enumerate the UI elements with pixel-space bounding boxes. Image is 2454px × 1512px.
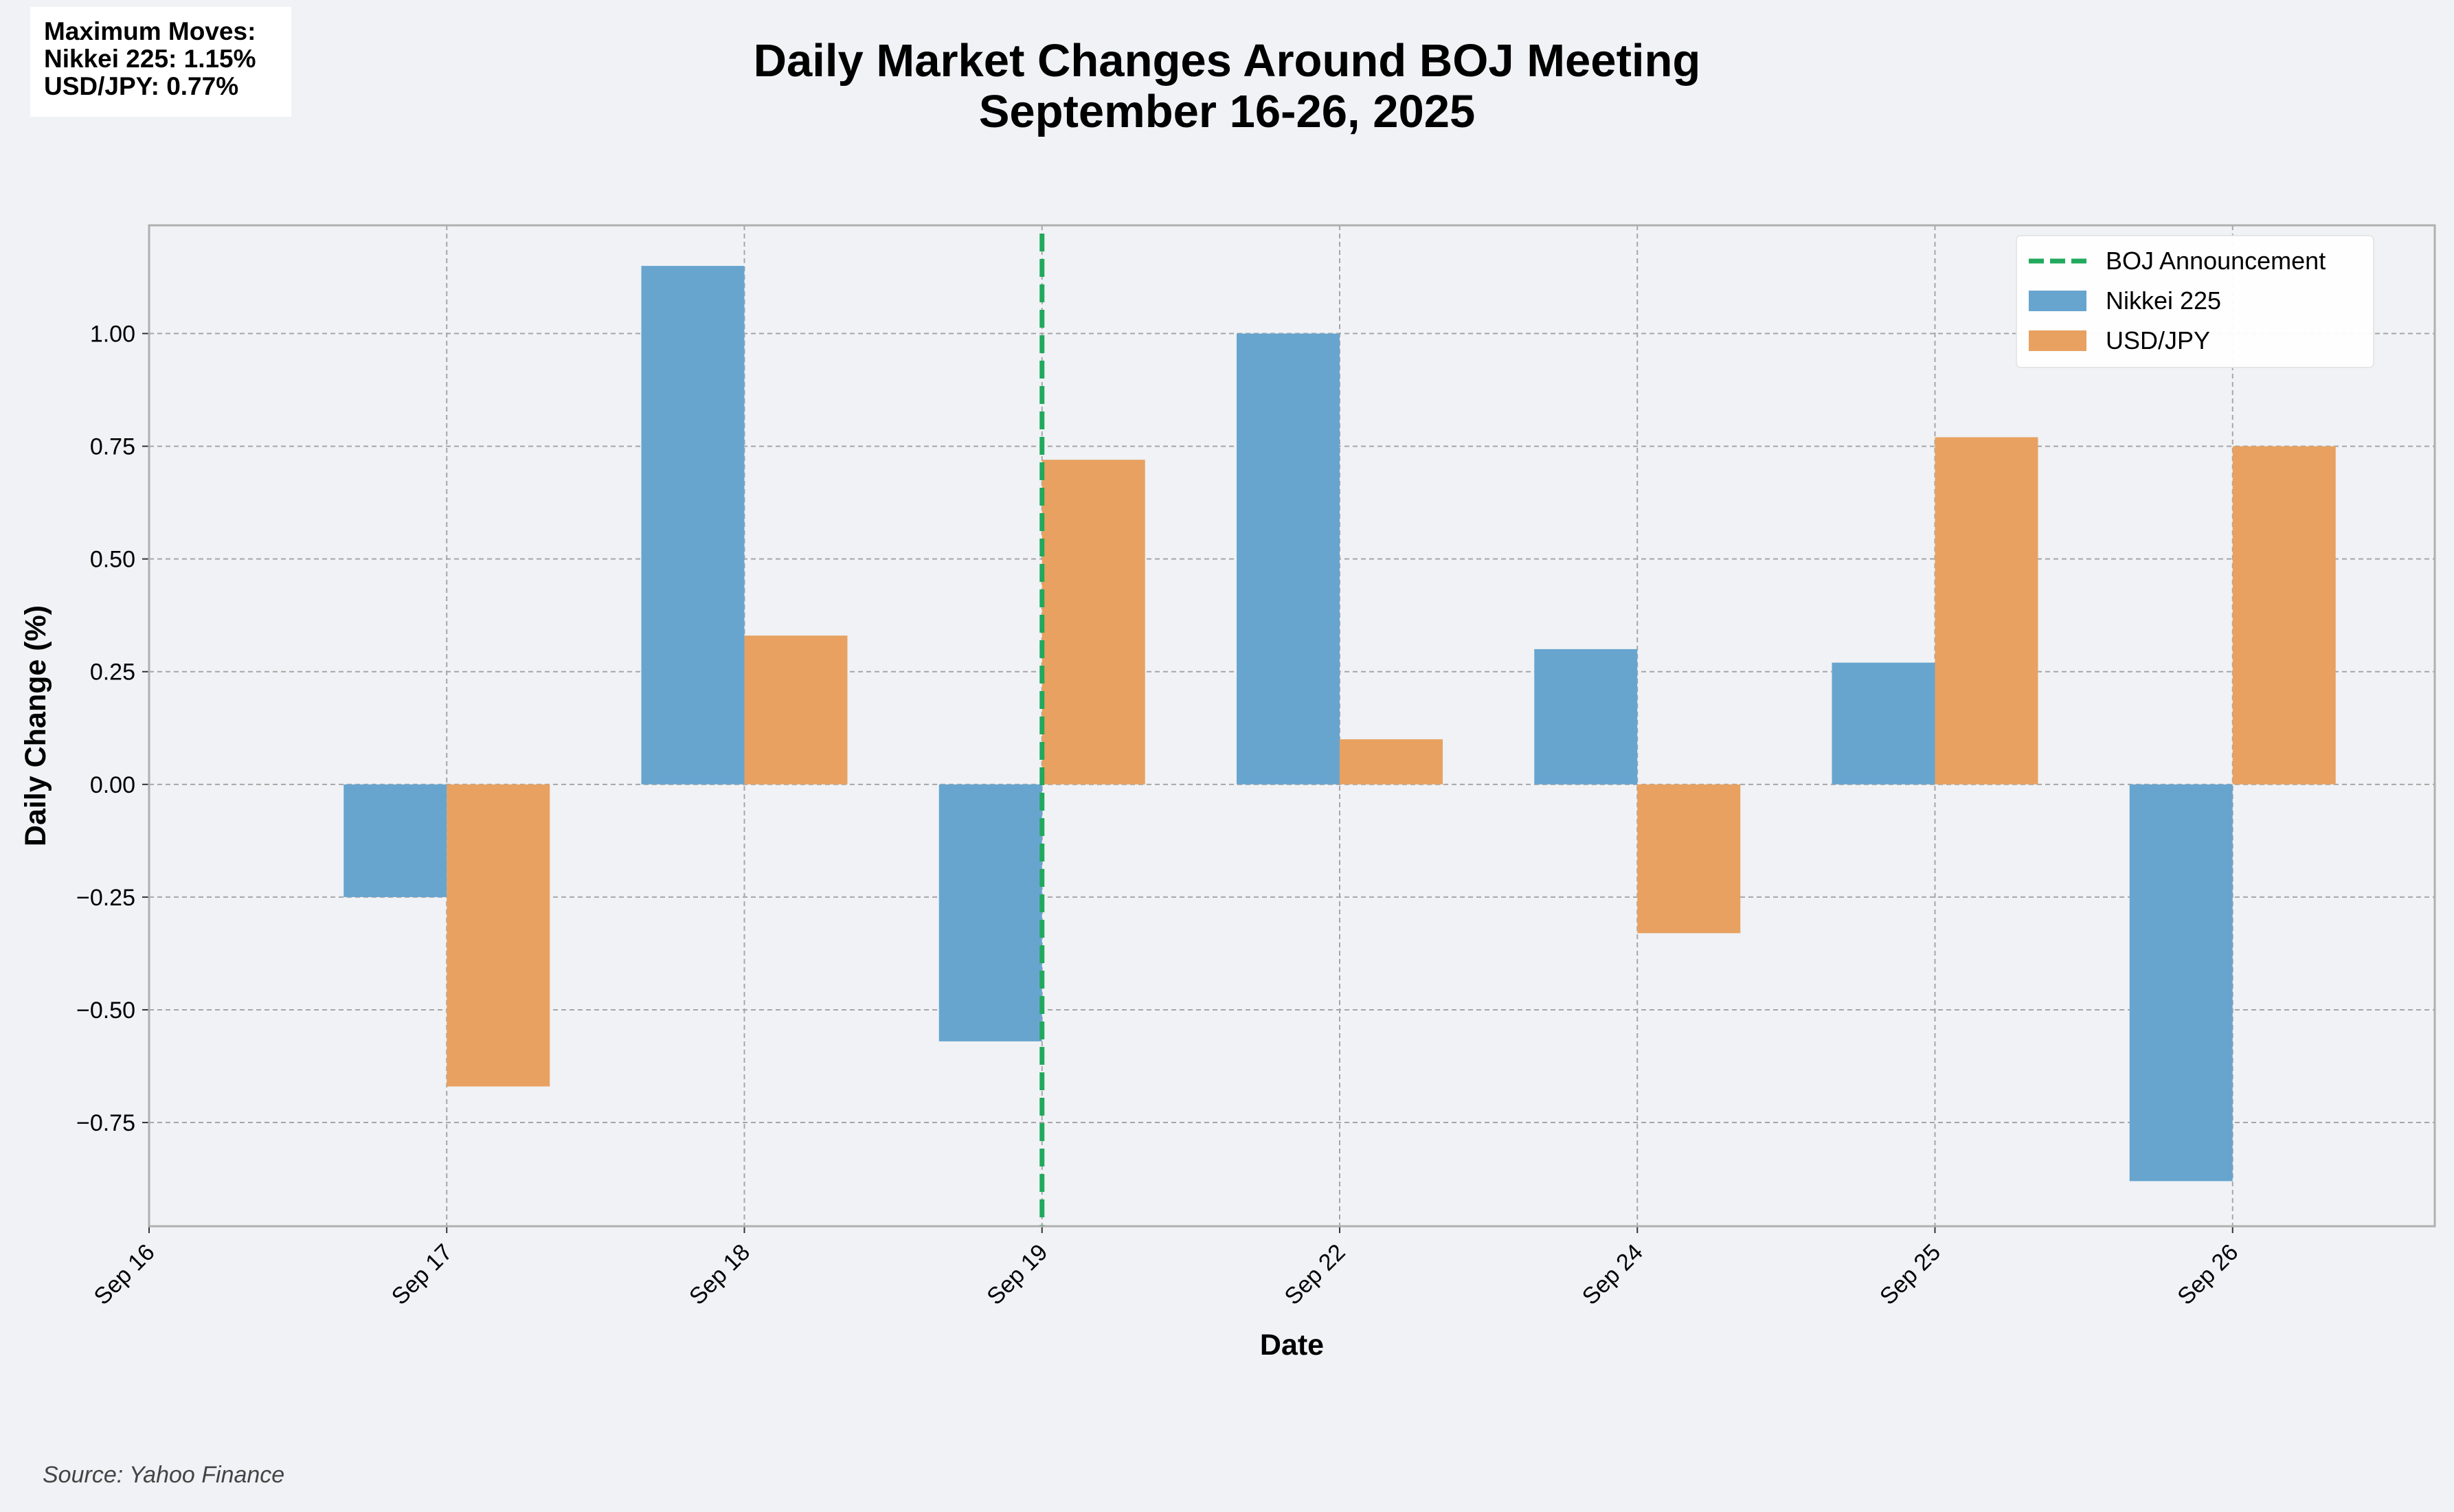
chart-title: Daily Market Changes Around BOJ Meeting [753,35,1701,87]
nikkei-bar [1832,662,1935,785]
x-tick-label: Sep 26 [2172,1239,2243,1310]
x-tick-label: Sep 17 [387,1239,458,1310]
y-tick-label: 1.00 [90,321,135,348]
usdjpy-bar [1340,739,1443,785]
nikkei-bar [938,784,1042,1041]
x-tick-label: Sep 16 [89,1239,160,1310]
x-tick-label: Sep 19 [982,1239,1052,1310]
plot-frame [148,224,2436,1228]
y-tick-label: 0.25 [90,659,135,686]
annotation-nikkei: Nikkei 225: 1.15% [44,45,256,73]
usdjpy-bar [1637,784,1741,934]
y-axis-label: Daily Change (%) [19,605,52,846]
max-moves-annotation: Maximum Moves: Nikkei 225: 1.15% USD/JPY… [30,7,291,117]
y-tick-label: −0.25 [76,885,135,911]
source-note: Source: Yahoo Finance [43,1462,285,1488]
legend-box [2016,235,2374,368]
nikkei-bar [344,784,447,897]
x-tick-label: Sep 22 [1280,1239,1351,1310]
y-tick-label: −0.75 [76,1110,135,1136]
nikkei-bar [2129,784,2233,1182]
nikkei-bar [1534,648,1638,785]
y-tick-label: 0.50 [90,547,135,573]
legend-label-usdjpy: USD/JPY [2106,326,2210,354]
y-tick-label: 0.00 [90,772,135,798]
legend-swatch-usdjpy [2029,330,2086,351]
legend-swatch-nikkei [2029,291,2086,311]
y-tick-label: 0.75 [90,434,135,460]
usdjpy-bar [744,635,848,785]
usdjpy-bar [2232,446,2336,785]
x-tick-label: Sep 24 [1577,1239,1648,1310]
annotation-heading: Maximum Moves: [44,17,256,45]
usdjpy-bar [1042,460,1145,785]
x-axis-label: Date [1260,1329,1324,1362]
usdjpy-bar [447,784,550,1087]
legend-label-nikkei: Nikkei 225 [2106,286,2221,315]
legend-label-boj: BOJ Announcement [2106,247,2326,275]
nikkei-bar [641,266,745,785]
nikkei-bar [1237,333,1340,785]
x-tick-label: Sep 18 [684,1239,755,1310]
usdjpy-bar [1935,437,2038,785]
y-tick-label: −0.50 [76,997,135,1024]
annotation-usdjpy: USD/JPY: 0.77% [44,72,239,100]
chart-subtitle: September 16-26, 2025 [978,86,1476,137]
x-tick-label: Sep 25 [1875,1239,1946,1310]
